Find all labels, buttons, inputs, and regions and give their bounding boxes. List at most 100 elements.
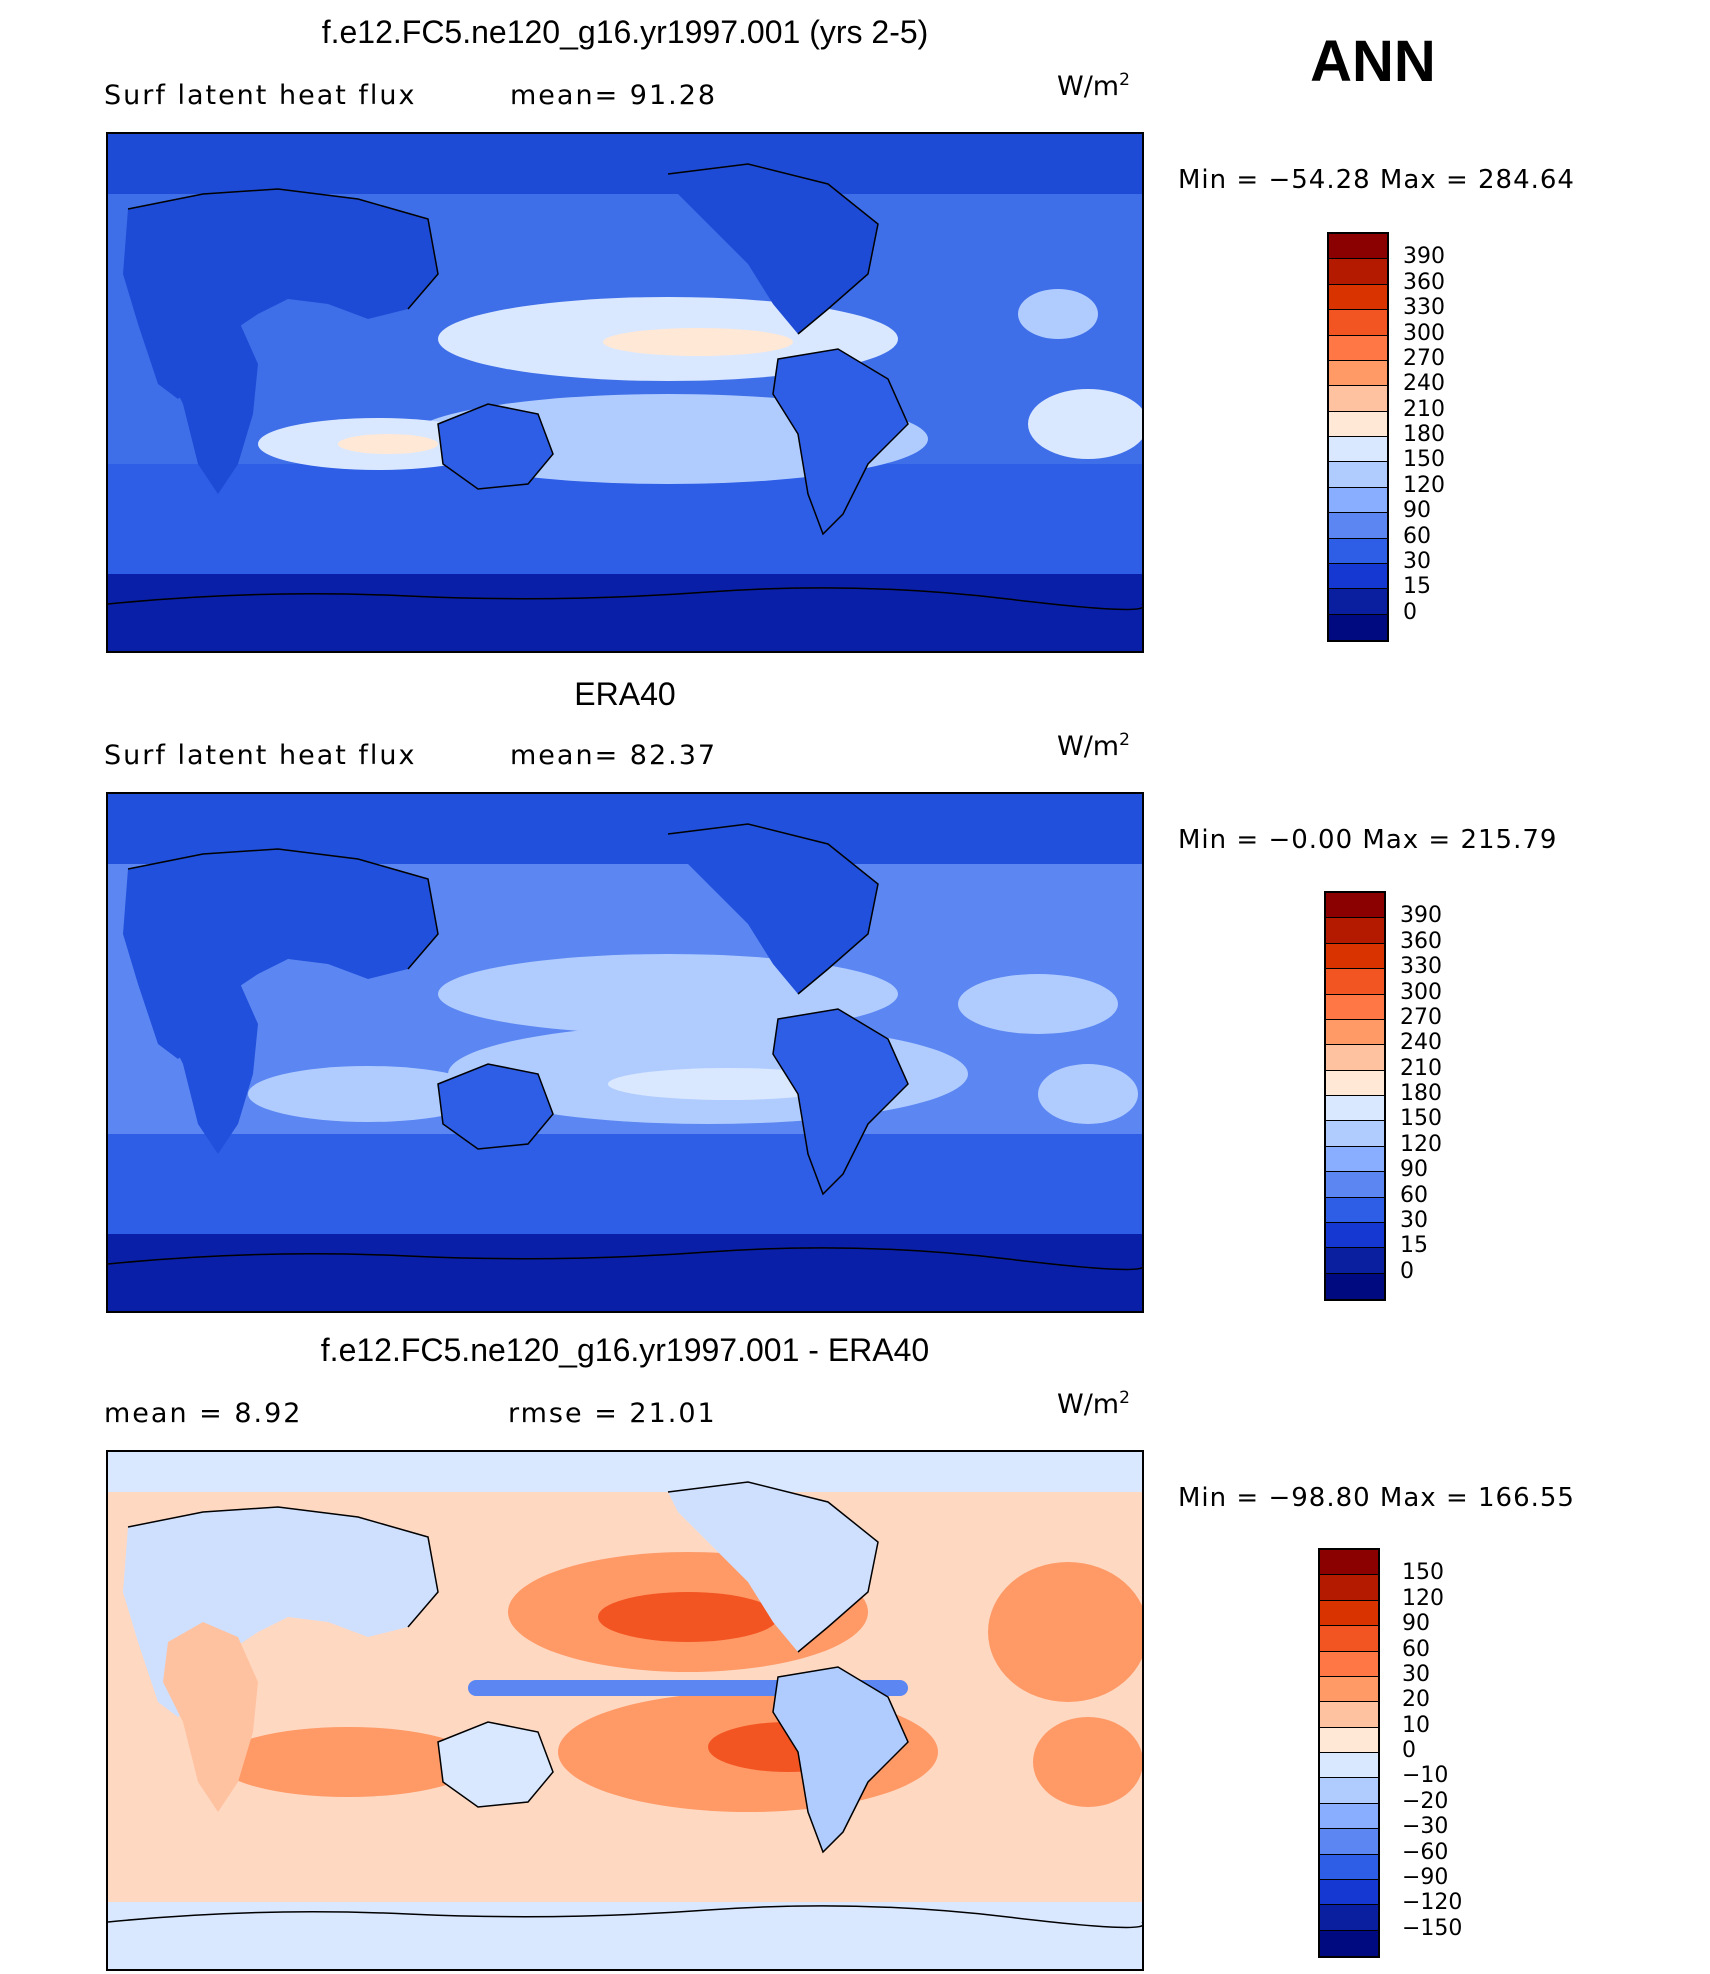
antarctica-band: [108, 574, 1142, 651]
eurasia-coastline: [127, 1506, 439, 1628]
colorbar-level-label: 10: [1402, 1712, 1430, 1738]
colorbar-level-label: 90: [1403, 498, 1431, 524]
colorbar-swatch: [1329, 538, 1387, 564]
south-atlantic-subtropics: [1038, 1064, 1138, 1124]
colorbar-level-label: 120: [1402, 1585, 1444, 1611]
colorbar-level-label: 60: [1402, 1636, 1430, 1662]
colorbar-swatch: [1329, 360, 1387, 387]
antarctica-coastline: [108, 1247, 1142, 1271]
colorbar-swatch: [1320, 1676, 1378, 1703]
colorbar-swatch: [1320, 1702, 1378, 1728]
colorbar-level-label: 180: [1400, 1081, 1442, 1106]
colorbar-level-label: 300: [1403, 320, 1445, 346]
colorbar-swatch: [1329, 310, 1387, 336]
colorbar-level-label: −120: [1402, 1890, 1463, 1916]
antarctica-coastline: [108, 1905, 1142, 1929]
panel-diff-colorbar: [1318, 1548, 1380, 1958]
colorbar-swatch: [1329, 386, 1387, 412]
panel-model-colorbar: [1327, 232, 1389, 642]
panel-diff-map: [106, 1450, 1144, 1971]
panel-obs-mean-label: mean= 82.37: [510, 740, 718, 771]
colorbar-swatch: [1326, 994, 1384, 1020]
colorbar-level-label: 30: [1403, 548, 1431, 574]
colorbar-level-label: 360: [1400, 928, 1442, 954]
colorbar-level-label: −20: [1402, 1788, 1449, 1814]
colorbar-level-label: 330: [1400, 954, 1442, 980]
colorbar-swatch: [1326, 1070, 1384, 1096]
colorbar-swatch: [1320, 1727, 1378, 1753]
colorbar-swatch: [1320, 1651, 1378, 1677]
colorbar-swatch: [1320, 1626, 1378, 1652]
panel-obs-variable-label: Surf latent heat flux: [104, 740, 417, 771]
panel-model-minmax: Min = −54.28 Max = 284.64: [1178, 165, 1575, 195]
africa-land: [163, 964, 258, 1154]
antarctica-band: [108, 1234, 1142, 1311]
colorbar-level-label: 240: [1400, 1030, 1442, 1056]
colorbar-level-label: −10: [1402, 1763, 1449, 1789]
south-america-land: [772, 348, 909, 536]
colorbar-swatch: [1329, 284, 1387, 311]
colorbar-level-label: 0: [1402, 1738, 1416, 1763]
colorbar-swatch: [1326, 893, 1384, 919]
colorbar-swatch: [1329, 487, 1387, 514]
panel-diff-map-svg: [108, 1452, 1142, 1969]
colorbar-swatch: [1329, 589, 1387, 615]
colorbar-swatch: [1329, 462, 1387, 488]
panel-diff-units: W/m2: [1057, 1388, 1130, 1420]
colorbar-swatch: [1326, 1273, 1384, 1299]
north-polar-band: [108, 1452, 1142, 1492]
north-america-land: [668, 1482, 878, 1652]
colorbar-swatch: [1326, 1019, 1384, 1046]
colorbar-swatch: [1326, 1197, 1384, 1223]
colorbar-level-label: 180: [1403, 422, 1445, 447]
north-pacific-peak-bias: [598, 1592, 778, 1642]
colorbar-swatch: [1326, 1146, 1384, 1173]
panel-model-mean-label: mean= 91.28: [510, 80, 718, 111]
colorbar-level-label: 30: [1400, 1207, 1428, 1233]
colorbar-level-label: 0: [1403, 599, 1417, 625]
panel-model-map-svg: [108, 134, 1142, 651]
south-atlantic-subtropics: [1028, 389, 1142, 459]
colorbar-level-label: 210: [1400, 1055, 1442, 1081]
north-america-land: [668, 164, 878, 334]
colorbar-swatch: [1326, 1222, 1384, 1249]
colorbar-swatch: [1320, 1879, 1378, 1906]
colorbar-swatch: [1320, 1803, 1378, 1830]
north-america-coastline: [667, 1481, 879, 1653]
colorbar-swatch: [1326, 1121, 1384, 1147]
australia-land: [437, 1063, 554, 1150]
colorbar-level-label: 120: [1400, 1131, 1442, 1157]
africa-land: [163, 1622, 258, 1812]
panel-diff-colorbar-labels: 150 120 90 60 30 20 10 0 −10 −20 −30 −60 −90 −120 −150: [1402, 1548, 1502, 1958]
colorbar-level-label: 270: [1403, 345, 1445, 371]
season-label: ANN: [1310, 29, 1436, 94]
panel-obs-map: [106, 792, 1144, 1313]
colorbar-level-label: 90: [1402, 1611, 1430, 1637]
colorbar-swatch: [1320, 1753, 1378, 1779]
panel-obs-minmax: Min = −0.00 Max = 215.79: [1178, 825, 1558, 855]
north-atlantic-positive-bias: [988, 1562, 1142, 1702]
colorbar-level-label: 270: [1400, 1004, 1442, 1030]
eurasia-coastline: [127, 848, 439, 970]
panel-diff-minmax: Min = −98.80 Max = 166.55: [1178, 1483, 1575, 1513]
panel-diff-rmse-label: rmse = 21.01: [508, 1398, 717, 1429]
africa-land: [163, 304, 258, 494]
north-america-coastline: [667, 823, 879, 995]
panel-obs-map-svg: [108, 794, 1142, 1311]
antarctica-coastline: [108, 587, 1142, 611]
colorbar-swatch: [1320, 1930, 1378, 1956]
north-atlantic-gulf-stream: [1018, 289, 1098, 339]
colorbar-swatch: [1329, 563, 1387, 590]
south-america-land: [772, 1008, 909, 1196]
colorbar-swatch: [1326, 943, 1384, 970]
north-high-latitude-band: [108, 134, 1142, 194]
colorbar-swatch: [1326, 1096, 1384, 1122]
indian-ocean-positive-bias: [218, 1727, 478, 1797]
colorbar-level-label: 210: [1403, 396, 1445, 422]
south-america-land: [772, 1666, 909, 1854]
colorbar-swatch: [1329, 411, 1387, 437]
colorbar-level-label: 390: [1403, 244, 1445, 270]
panel-diff-title: f.e12.FC5.ne120_g16.yr1997.001 - ERA40: [320, 1332, 930, 1368]
colorbar-level-label: 15: [1400, 1233, 1428, 1259]
panel-model-map: [106, 132, 1144, 653]
